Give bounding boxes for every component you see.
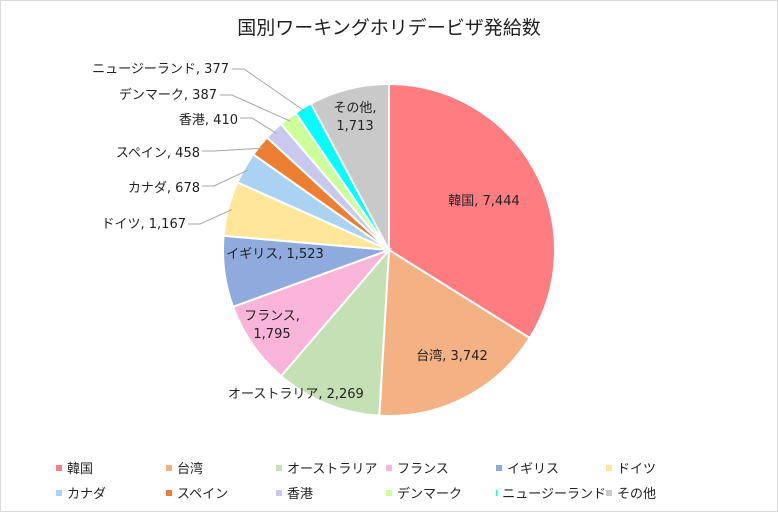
legend-label: 台湾 bbox=[177, 462, 204, 477]
slice-label-10: ニュージーランド, 377 bbox=[92, 62, 229, 77]
legend-item-1: 台湾 bbox=[166, 458, 276, 477]
pie-slice-1 bbox=[378, 248, 532, 417]
legend-label: フランス bbox=[397, 462, 449, 477]
legend-item-11: その他 bbox=[606, 483, 716, 502]
pie-slice-11 bbox=[309, 82, 390, 251]
slice-label-7: スペイン, 458 bbox=[116, 146, 200, 161]
leader-line-6 bbox=[202, 169, 249, 187]
legend-swatch bbox=[496, 489, 498, 496]
slice-label-2: オーストラリア, 2,269 bbox=[228, 387, 364, 402]
legend-label: オーストラリア bbox=[287, 462, 378, 477]
legend-swatch bbox=[56, 464, 62, 471]
legend-swatch bbox=[606, 464, 612, 471]
leader-line-9 bbox=[220, 94, 291, 122]
legend-swatch bbox=[276, 489, 282, 496]
legend-swatch bbox=[166, 464, 172, 471]
legend-item-4: イギリス bbox=[496, 458, 606, 477]
leader-line-5 bbox=[188, 208, 233, 225]
legend-swatch bbox=[386, 464, 392, 471]
legend-item-6: カナダ bbox=[56, 483, 166, 502]
legend-item-8: 香港 bbox=[276, 483, 386, 502]
legend: 韓国 台湾 オーストラリア フランス イギリス ドイツカナダ スペイン 香港 デンマーク ニュージ… bbox=[56, 458, 756, 502]
leader-line-8 bbox=[240, 117, 277, 134]
slice-label-6: カナダ, 678 bbox=[128, 181, 200, 196]
legend-label: 韓国 bbox=[67, 462, 94, 477]
slice-label-11: その他, 1,713 bbox=[333, 101, 376, 134]
slice-label-1: 台湾, 3,742 bbox=[416, 348, 487, 364]
leader-line-7 bbox=[202, 147, 263, 152]
legend-item-3: フランス bbox=[386, 458, 496, 477]
legend-label: 香港 bbox=[287, 487, 314, 502]
slice-label-3: フランス, 1,795 bbox=[244, 309, 300, 342]
legend-label: ドイツ bbox=[617, 462, 657, 477]
legend-label: カナダ bbox=[67, 487, 107, 502]
slice-label-5: ドイツ, 1,167 bbox=[102, 217, 186, 232]
slice-label-4: イギリス, 1,523 bbox=[226, 247, 323, 262]
chart-title: 国別ワーキングホリデービザ発給数 bbox=[237, 17, 541, 39]
legend-label: スペイン bbox=[177, 487, 229, 502]
legend-item-2: オーストラリア bbox=[276, 458, 386, 477]
slice-label-8: 香港, 410 bbox=[179, 113, 238, 128]
legend-swatch bbox=[606, 489, 612, 496]
leader-line-10 bbox=[232, 68, 306, 112]
legend-label: ニュージーランド bbox=[502, 487, 606, 502]
legend-item-7: スペイン bbox=[166, 483, 276, 502]
slice-label-9: デンマーク, 387 bbox=[119, 87, 217, 103]
legend-swatch bbox=[276, 464, 282, 471]
legend-item-10: ニュージーランド bbox=[496, 483, 606, 502]
legend-item-5: ドイツ bbox=[606, 458, 716, 477]
pie-slice-2 bbox=[279, 247, 391, 417]
slice-label-0: 韓国, 7,444 bbox=[448, 194, 519, 209]
legend-swatch bbox=[496, 464, 502, 471]
legend-label: イギリス bbox=[507, 462, 560, 477]
legend-swatch bbox=[56, 489, 62, 496]
legend-label: その他 bbox=[617, 487, 657, 502]
legend-swatch bbox=[166, 489, 172, 496]
pie-slice-0 bbox=[388, 82, 556, 340]
legend-label: デンマーク bbox=[397, 487, 463, 502]
legend-item-9: デンマーク bbox=[386, 483, 496, 502]
legend-swatch bbox=[386, 489, 392, 496]
legend-item-0: 韓国 bbox=[56, 458, 166, 477]
